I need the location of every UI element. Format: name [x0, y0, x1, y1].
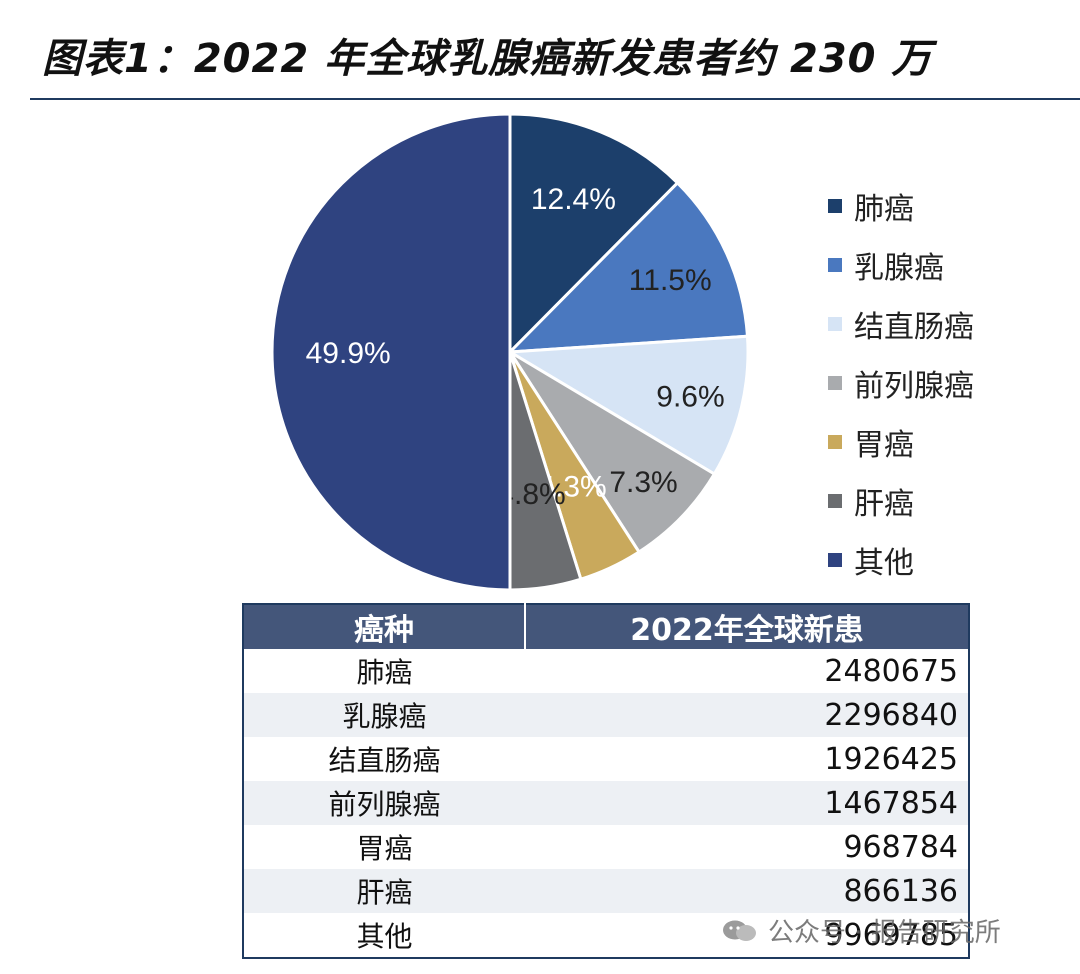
legend-swatch — [828, 552, 842, 567]
legend-item-stomach: 胃癌 — [828, 412, 974, 471]
table-cell-value: 968784 — [843, 829, 958, 865]
table-cell-type: 肺癌 — [356, 656, 413, 689]
legend-swatch — [828, 316, 842, 331]
table-row: 肺癌 2480675 — [243, 649, 969, 693]
legend-swatch — [828, 375, 842, 390]
table-row: 胃癌 968784 — [243, 825, 969, 869]
pie-label-1: 11.5% — [629, 264, 712, 297]
table-cell-type: 其他 — [356, 920, 413, 953]
table-header-row: 癌种 2022年全球新患 — [243, 604, 969, 649]
data-table: 癌种 2022年全球新患 肺癌 2480675 乳腺癌 2296840 结直肠癌… — [242, 603, 970, 959]
pie-slice-2 — [505, 334, 750, 477]
legend-swatch — [828, 257, 842, 272]
table-row: 乳腺癌 2296840 — [243, 693, 969, 737]
table-cell-type: 乳腺癌 — [243, 693, 525, 737]
table-cell-value: 2296840 — [525, 693, 969, 737]
watermark-text: 公众号 · 报告研究所 — [768, 918, 1001, 948]
table-cell-type: 前列腺癌 — [243, 781, 525, 825]
legend-label: 胃癌 — [854, 427, 914, 463]
pie-slice-0 — [508, 112, 680, 356]
legend-label: 肝癌 — [854, 486, 914, 522]
table-header-type: 癌种 — [243, 604, 526, 649]
table-row: 肝癌 866136 — [243, 869, 969, 913]
table-cell-value: 2480675 — [824, 653, 958, 689]
table-row: 结直肠癌 1926425 — [243, 737, 969, 781]
legend-item-other: 其他 — [828, 530, 974, 589]
legend-item-colorectal: 结直肠癌 — [828, 294, 974, 353]
chart-title: 图表1：2022 年全球乳腺癌新发患者约 230 万 — [42, 36, 933, 82]
legend-label: 肺癌 — [854, 191, 914, 227]
legend-swatch — [828, 198, 842, 213]
legend-swatch — [828, 493, 842, 508]
legend-label: 结直肠癌 — [854, 309, 974, 345]
table-cell-value: 1467854 — [525, 781, 969, 825]
legend-item-liver: 肝癌 — [828, 471, 974, 530]
legend-item-prostate: 前列腺癌 — [828, 353, 974, 412]
legend-item-breast: 乳腺癌 — [828, 235, 974, 294]
legend-item-lung: 肺癌 — [828, 176, 974, 235]
table-row: 其他 9969785 — [243, 913, 969, 958]
pie-label-0: 12.4% — [531, 183, 616, 216]
title-divider — [30, 98, 1080, 100]
legend-label: 其他 — [854, 545, 914, 581]
legend-swatch — [828, 434, 842, 449]
pie-label-6: 49.9% — [306, 337, 391, 370]
table-cell-value: 1926425 — [824, 741, 958, 777]
watermark: 公众号 · 报告研究所 — [722, 912, 1001, 949]
pie-slice-6 — [270, 112, 512, 592]
pie-label-2: 9.6% — [656, 380, 724, 413]
wechat-icon — [722, 919, 758, 943]
pie-slice-3 — [508, 350, 717, 555]
table-header-value: 2022年全球新患 — [525, 604, 969, 649]
table-cell-value: 866136 — [525, 869, 969, 913]
table-cell-value: 9969785 — [824, 917, 958, 953]
table-cell-type: 肝癌 — [243, 869, 525, 913]
table-cell-type: 结直肠癌 — [328, 744, 441, 777]
legend-label: 前列腺癌 — [854, 368, 974, 404]
legend-label: 乳腺癌 — [854, 250, 944, 286]
table-cell-type: 胃癌 — [356, 832, 413, 865]
table-row: 前列腺癌 1467854 — [243, 781, 969, 825]
pie-label-3: 7.3% — [609, 466, 677, 499]
pie-slice-1 — [506, 180, 750, 354]
legend: 肺癌 乳腺癌 结直肠癌 前列腺癌 胃癌 肝癌 其他 — [828, 176, 974, 589]
